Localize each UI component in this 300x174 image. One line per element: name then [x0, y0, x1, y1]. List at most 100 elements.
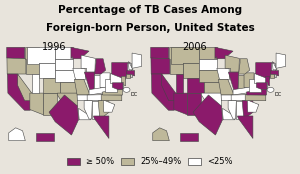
- Polygon shape: [151, 58, 170, 74]
- Polygon shape: [30, 93, 43, 115]
- Polygon shape: [8, 74, 30, 110]
- Polygon shape: [233, 87, 251, 95]
- Polygon shape: [215, 47, 233, 59]
- Polygon shape: [89, 87, 107, 95]
- Polygon shape: [27, 47, 55, 65]
- Polygon shape: [43, 78, 60, 93]
- Polygon shape: [169, 47, 183, 74]
- Polygon shape: [273, 61, 277, 70]
- Polygon shape: [266, 76, 269, 86]
- Polygon shape: [256, 83, 267, 90]
- Text: 2006: 2006: [183, 42, 207, 52]
- Polygon shape: [77, 95, 90, 101]
- Polygon shape: [217, 68, 230, 79]
- Text: 1996: 1996: [42, 42, 66, 52]
- Polygon shape: [162, 74, 176, 101]
- Polygon shape: [60, 82, 77, 93]
- Polygon shape: [231, 95, 251, 101]
- Polygon shape: [74, 79, 90, 95]
- Polygon shape: [73, 68, 85, 79]
- Polygon shape: [174, 93, 188, 115]
- Polygon shape: [126, 74, 130, 78]
- Polygon shape: [153, 128, 169, 141]
- Polygon shape: [223, 108, 235, 120]
- Polygon shape: [199, 47, 217, 59]
- Polygon shape: [84, 101, 92, 119]
- Circle shape: [267, 87, 274, 92]
- Polygon shape: [247, 100, 259, 112]
- Polygon shape: [71, 47, 89, 59]
- Polygon shape: [110, 73, 124, 83]
- Polygon shape: [183, 63, 199, 78]
- Polygon shape: [236, 101, 244, 119]
- Polygon shape: [7, 47, 25, 59]
- Polygon shape: [94, 116, 109, 139]
- Polygon shape: [238, 75, 244, 89]
- Polygon shape: [228, 101, 236, 119]
- Polygon shape: [7, 58, 26, 74]
- Polygon shape: [238, 59, 250, 74]
- Polygon shape: [151, 47, 169, 59]
- Polygon shape: [242, 101, 253, 118]
- Polygon shape: [171, 47, 199, 65]
- Polygon shape: [121, 82, 123, 88]
- Polygon shape: [204, 82, 221, 93]
- Polygon shape: [228, 72, 239, 93]
- Polygon shape: [49, 95, 79, 135]
- Polygon shape: [187, 78, 204, 93]
- Polygon shape: [274, 74, 276, 77]
- Polygon shape: [271, 71, 279, 76]
- Polygon shape: [84, 72, 95, 93]
- Text: DC: DC: [131, 92, 138, 97]
- Polygon shape: [225, 55, 239, 72]
- Polygon shape: [94, 59, 106, 74]
- Polygon shape: [271, 63, 275, 71]
- Polygon shape: [94, 75, 100, 89]
- Polygon shape: [9, 128, 25, 141]
- Polygon shape: [55, 59, 73, 70]
- Polygon shape: [180, 133, 198, 141]
- Polygon shape: [36, 133, 54, 141]
- Polygon shape: [276, 53, 286, 68]
- Polygon shape: [245, 95, 266, 101]
- Polygon shape: [87, 95, 107, 101]
- Polygon shape: [98, 101, 109, 118]
- Polygon shape: [112, 83, 123, 90]
- Polygon shape: [103, 89, 122, 95]
- Polygon shape: [176, 74, 183, 93]
- Polygon shape: [193, 95, 223, 135]
- Polygon shape: [100, 73, 110, 87]
- Polygon shape: [256, 63, 274, 79]
- Polygon shape: [187, 93, 202, 115]
- Polygon shape: [244, 73, 254, 87]
- Polygon shape: [254, 73, 268, 83]
- Polygon shape: [18, 74, 32, 101]
- Polygon shape: [55, 70, 75, 82]
- Polygon shape: [270, 74, 274, 78]
- Polygon shape: [43, 93, 58, 115]
- Polygon shape: [39, 63, 55, 78]
- Legend: ≥ 50%, 25%–49%, <25%: ≥ 50%, 25%–49%, <25%: [64, 154, 236, 170]
- Polygon shape: [221, 95, 234, 101]
- Polygon shape: [92, 101, 100, 119]
- Polygon shape: [79, 108, 91, 120]
- Polygon shape: [129, 61, 133, 70]
- Polygon shape: [152, 74, 174, 110]
- Text: Percentage of TB Cases Among: Percentage of TB Cases Among: [58, 5, 242, 15]
- Text: Foreign-born Person, United States: Foreign-born Person, United States: [46, 23, 254, 33]
- Polygon shape: [218, 79, 234, 95]
- Polygon shape: [249, 79, 261, 92]
- Polygon shape: [199, 59, 217, 70]
- Polygon shape: [132, 53, 142, 68]
- Polygon shape: [103, 100, 115, 112]
- Polygon shape: [247, 89, 266, 95]
- Polygon shape: [127, 63, 131, 71]
- Circle shape: [123, 87, 130, 92]
- Polygon shape: [55, 47, 73, 59]
- Polygon shape: [112, 63, 130, 79]
- Polygon shape: [199, 70, 219, 82]
- Polygon shape: [265, 82, 267, 88]
- Polygon shape: [58, 93, 77, 106]
- Polygon shape: [32, 74, 39, 93]
- Polygon shape: [105, 79, 117, 92]
